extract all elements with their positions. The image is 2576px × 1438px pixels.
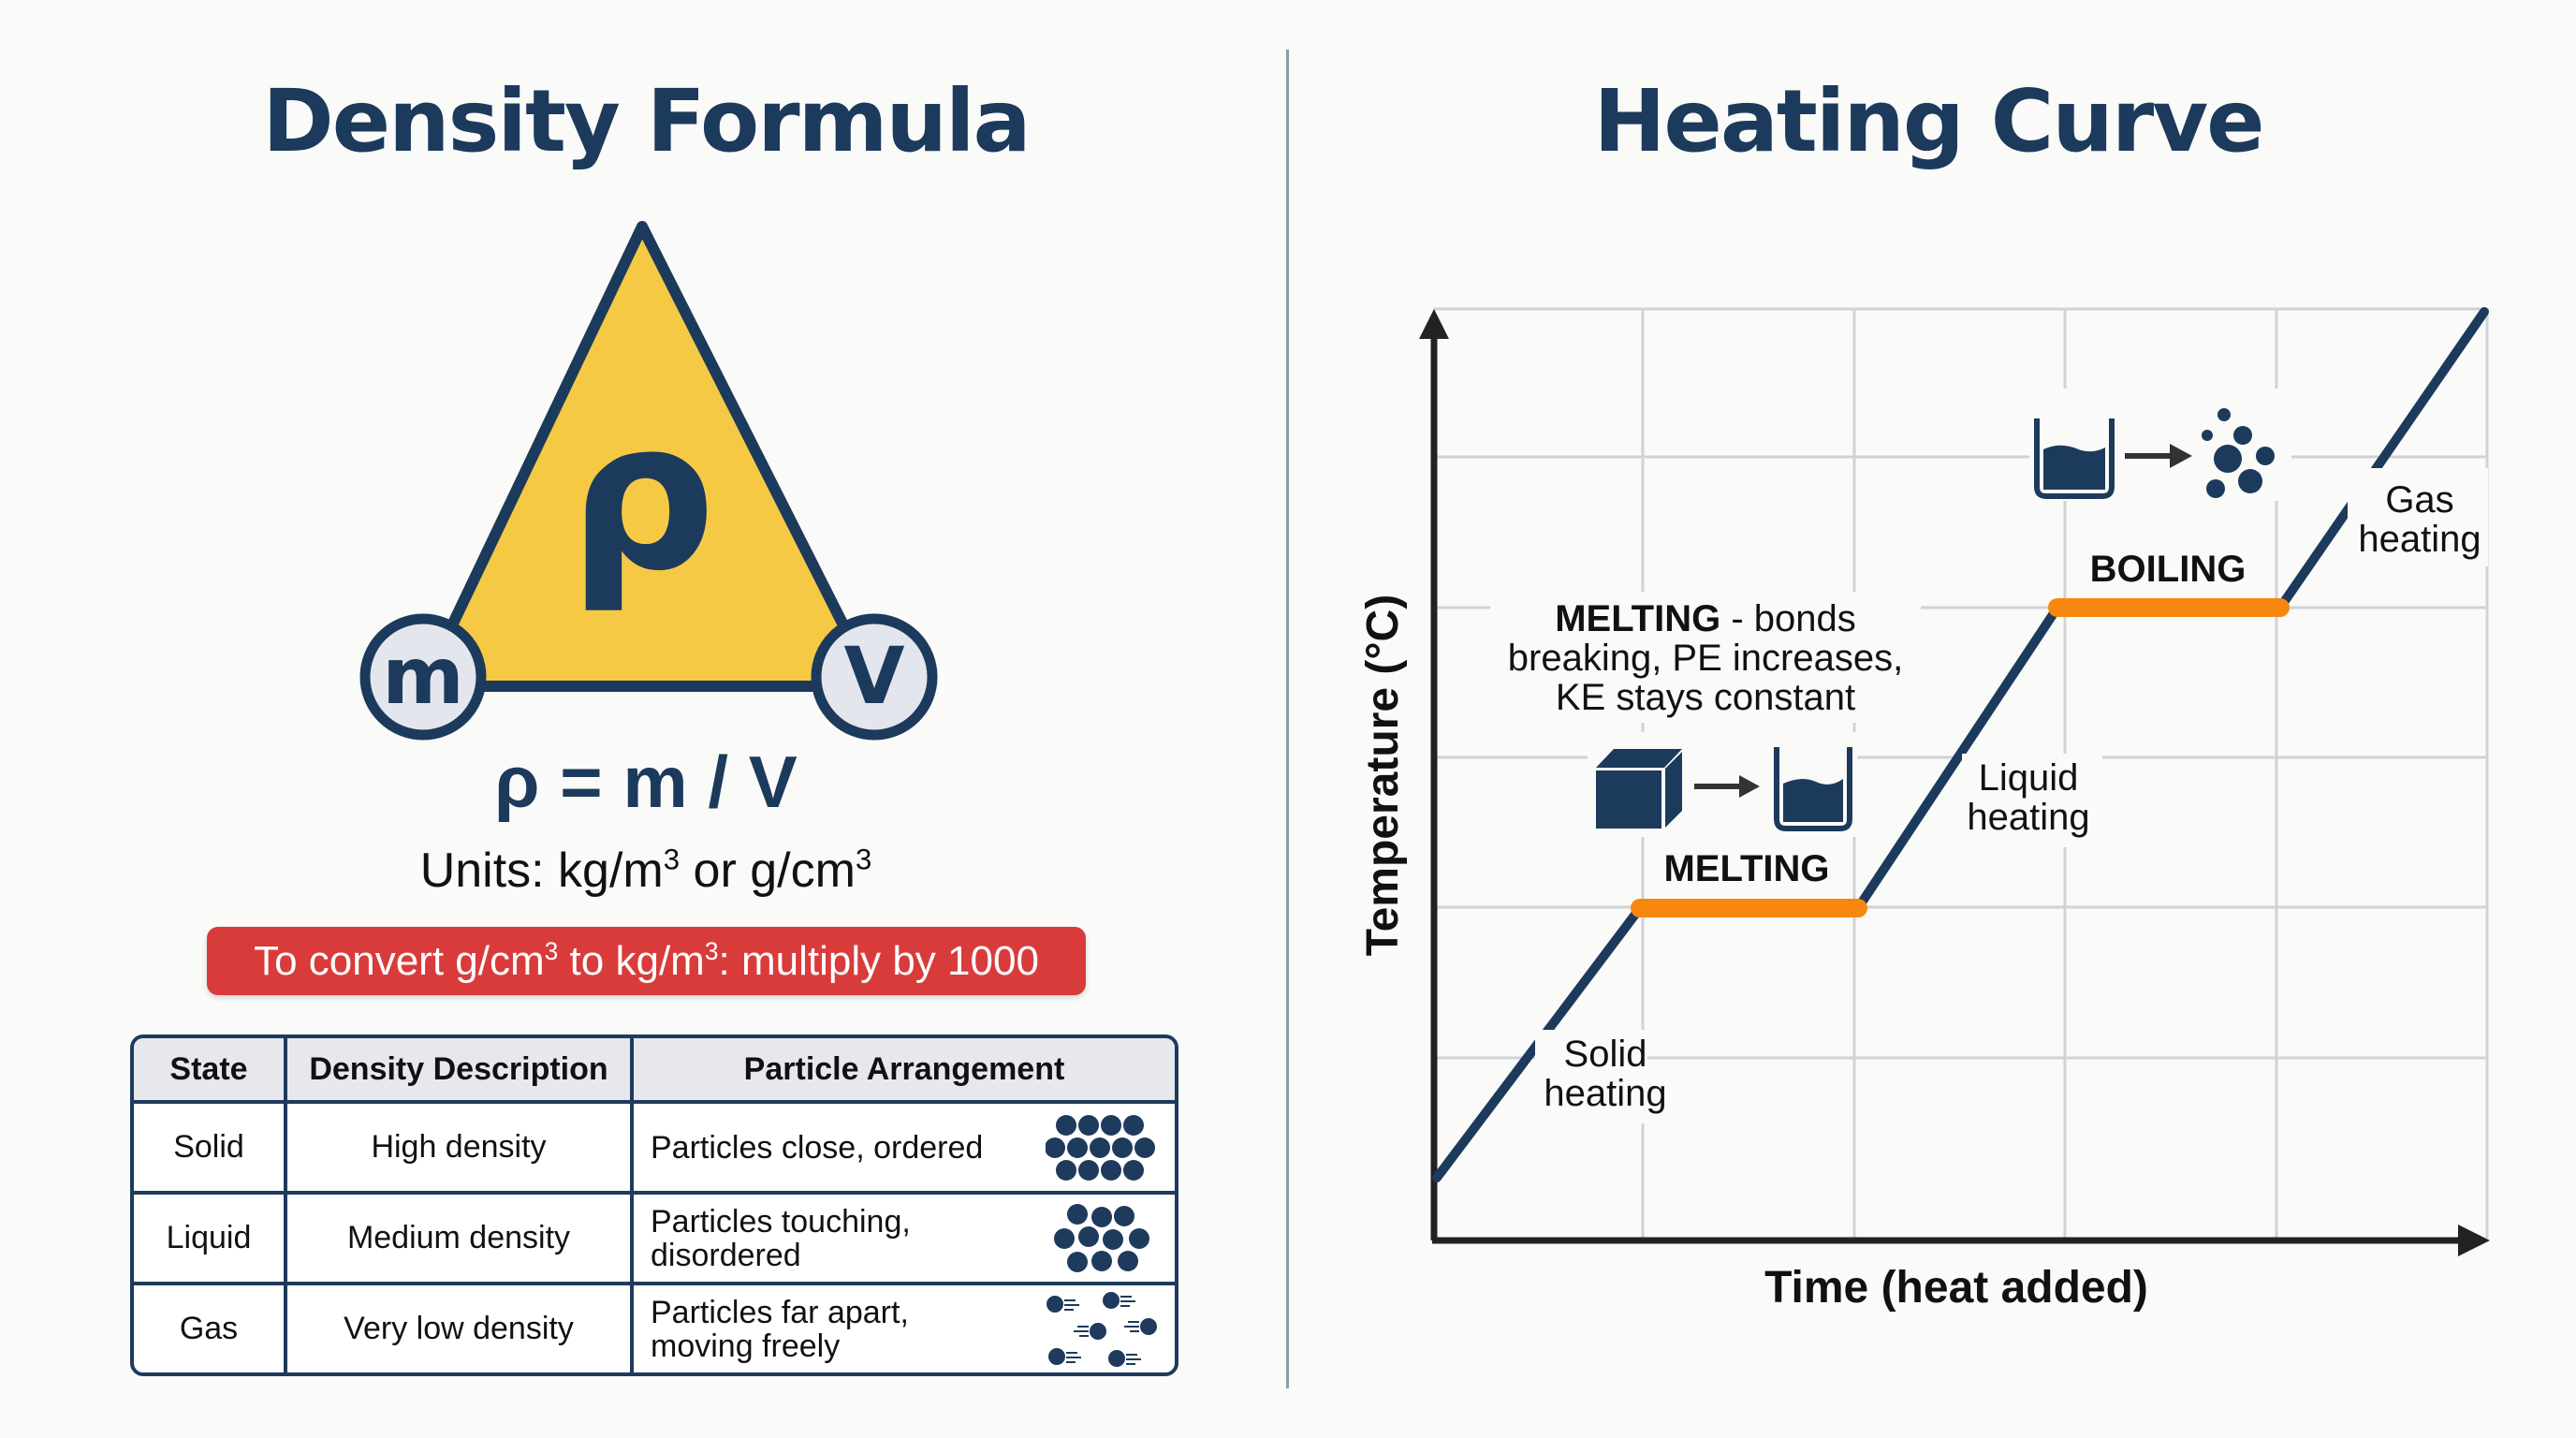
cell-state: Liquid (134, 1195, 284, 1285)
header-state: State (134, 1038, 284, 1104)
rho-symbol: ρ (568, 376, 716, 616)
banner-part2: to kg/m (558, 938, 705, 984)
banner-part1: To convert g/cm (254, 938, 545, 984)
units-sup-2: 3 (855, 843, 872, 876)
cell-state: Gas (179, 1311, 239, 1346)
banner-sup-2: 3 (704, 937, 719, 966)
density-equation: ρ = m / V (494, 741, 798, 823)
gas-heating-line1: Gas (2385, 479, 2454, 521)
gas-bubbles-icon (2202, 408, 2275, 498)
table-row: Gas Very low density Particles far apart… (134, 1285, 1175, 1372)
melting-annotation: MELTING - bonds breaking, PE increases, … (1490, 599, 1921, 717)
solid-cube-icon (1596, 749, 1682, 829)
arrow-icon (1694, 775, 1760, 798)
mass-symbol: m (382, 630, 464, 722)
annotation-line2: breaking, PE increases, (1507, 638, 1904, 679)
table-row: Solid High density Particles close, orde… (134, 1104, 1175, 1195)
panel-divider (1286, 50, 1289, 1388)
arrangement-text: Particles touching, disordered (651, 1203, 911, 1273)
volume-symbol: V (843, 630, 905, 722)
header-arrangement: Particle Arrangement (630, 1038, 1175, 1104)
liquid-beaker-icon (2034, 418, 2115, 499)
arrangement-text: Particles close, ordered (651, 1129, 984, 1166)
units-mid: or g/cm (680, 844, 856, 898)
solid-heating-line2: heating (1544, 1073, 1667, 1114)
melting-label: MELTING (1663, 848, 1830, 889)
cell-arrangement: Particles touching, disordered (630, 1195, 1175, 1285)
x-axis-arrow-icon (2458, 1225, 2490, 1256)
cell-density: Medium density (284, 1195, 630, 1285)
table-header-row: State Density Description Particle Arran… (134, 1038, 1175, 1104)
y-axis-label: Temperature (°C) (1358, 594, 1408, 957)
annotation-line3: KE stays constant (1555, 677, 1856, 718)
gas-particles-icon (1046, 1291, 1157, 1367)
conversion-banner: To convert g/cm3 to kg/m3: multiply by 1… (207, 927, 1086, 995)
boiling-label: BOILING (2089, 549, 2247, 590)
arrangement-text: Particles far apart, moving freely (651, 1294, 909, 1364)
gas-heating-line2: heating (2358, 519, 2481, 560)
units-sup-1: 3 (663, 843, 681, 876)
chart-axes (1419, 309, 2490, 1256)
cell-arrangement: Particles close, ordered (630, 1104, 1175, 1195)
x-axis-label: Time (heat added) (1764, 1263, 2148, 1313)
liquid-heating-line2: heating (1967, 797, 2090, 838)
y-axis-arrow-icon (1419, 309, 1449, 339)
gas-heating-label: Gas heating (2349, 480, 2490, 559)
header-density: Density Description (284, 1038, 630, 1104)
solid-heating-line1: Solid (1563, 1034, 1647, 1075)
liquid-heating-label: Liquid heating (1958, 758, 2099, 837)
cell-density: High density (284, 1104, 630, 1195)
banner-part3: : multiply by 1000 (718, 938, 1039, 984)
density-formula-title: Density Formula (262, 71, 1031, 171)
cell-arrangement: Particles far apart, moving freely (630, 1285, 1175, 1372)
units-prefix: Units: kg/m (419, 844, 664, 898)
units-text: Units: kg/m3 or g/cm3 (206, 843, 1086, 899)
heating-curve-title: Heating Curve (1593, 71, 2264, 171)
liquid-heating-line1: Liquid (1978, 757, 2079, 799)
states-table: State Density Description Particle Arran… (130, 1034, 1178, 1376)
solid-heating-label: Solid heating (1535, 1034, 1676, 1113)
cell-density: Very low density (284, 1285, 630, 1372)
label-backgrounds (1490, 389, 2488, 1123)
liquid-particles-icon (1054, 1203, 1149, 1272)
arrow-icon (2125, 444, 2192, 468)
solid-particles-icon (1046, 1114, 1155, 1181)
annotation-bold: MELTING (1555, 598, 1721, 639)
table-row: Liquid Medium density Particles touching… (134, 1195, 1175, 1285)
annotation-line1: - bonds (1720, 598, 1856, 639)
liquid-beaker-icon (1774, 747, 1852, 831)
cell-state: Solid (134, 1104, 284, 1195)
banner-sup-1: 3 (544, 937, 559, 966)
